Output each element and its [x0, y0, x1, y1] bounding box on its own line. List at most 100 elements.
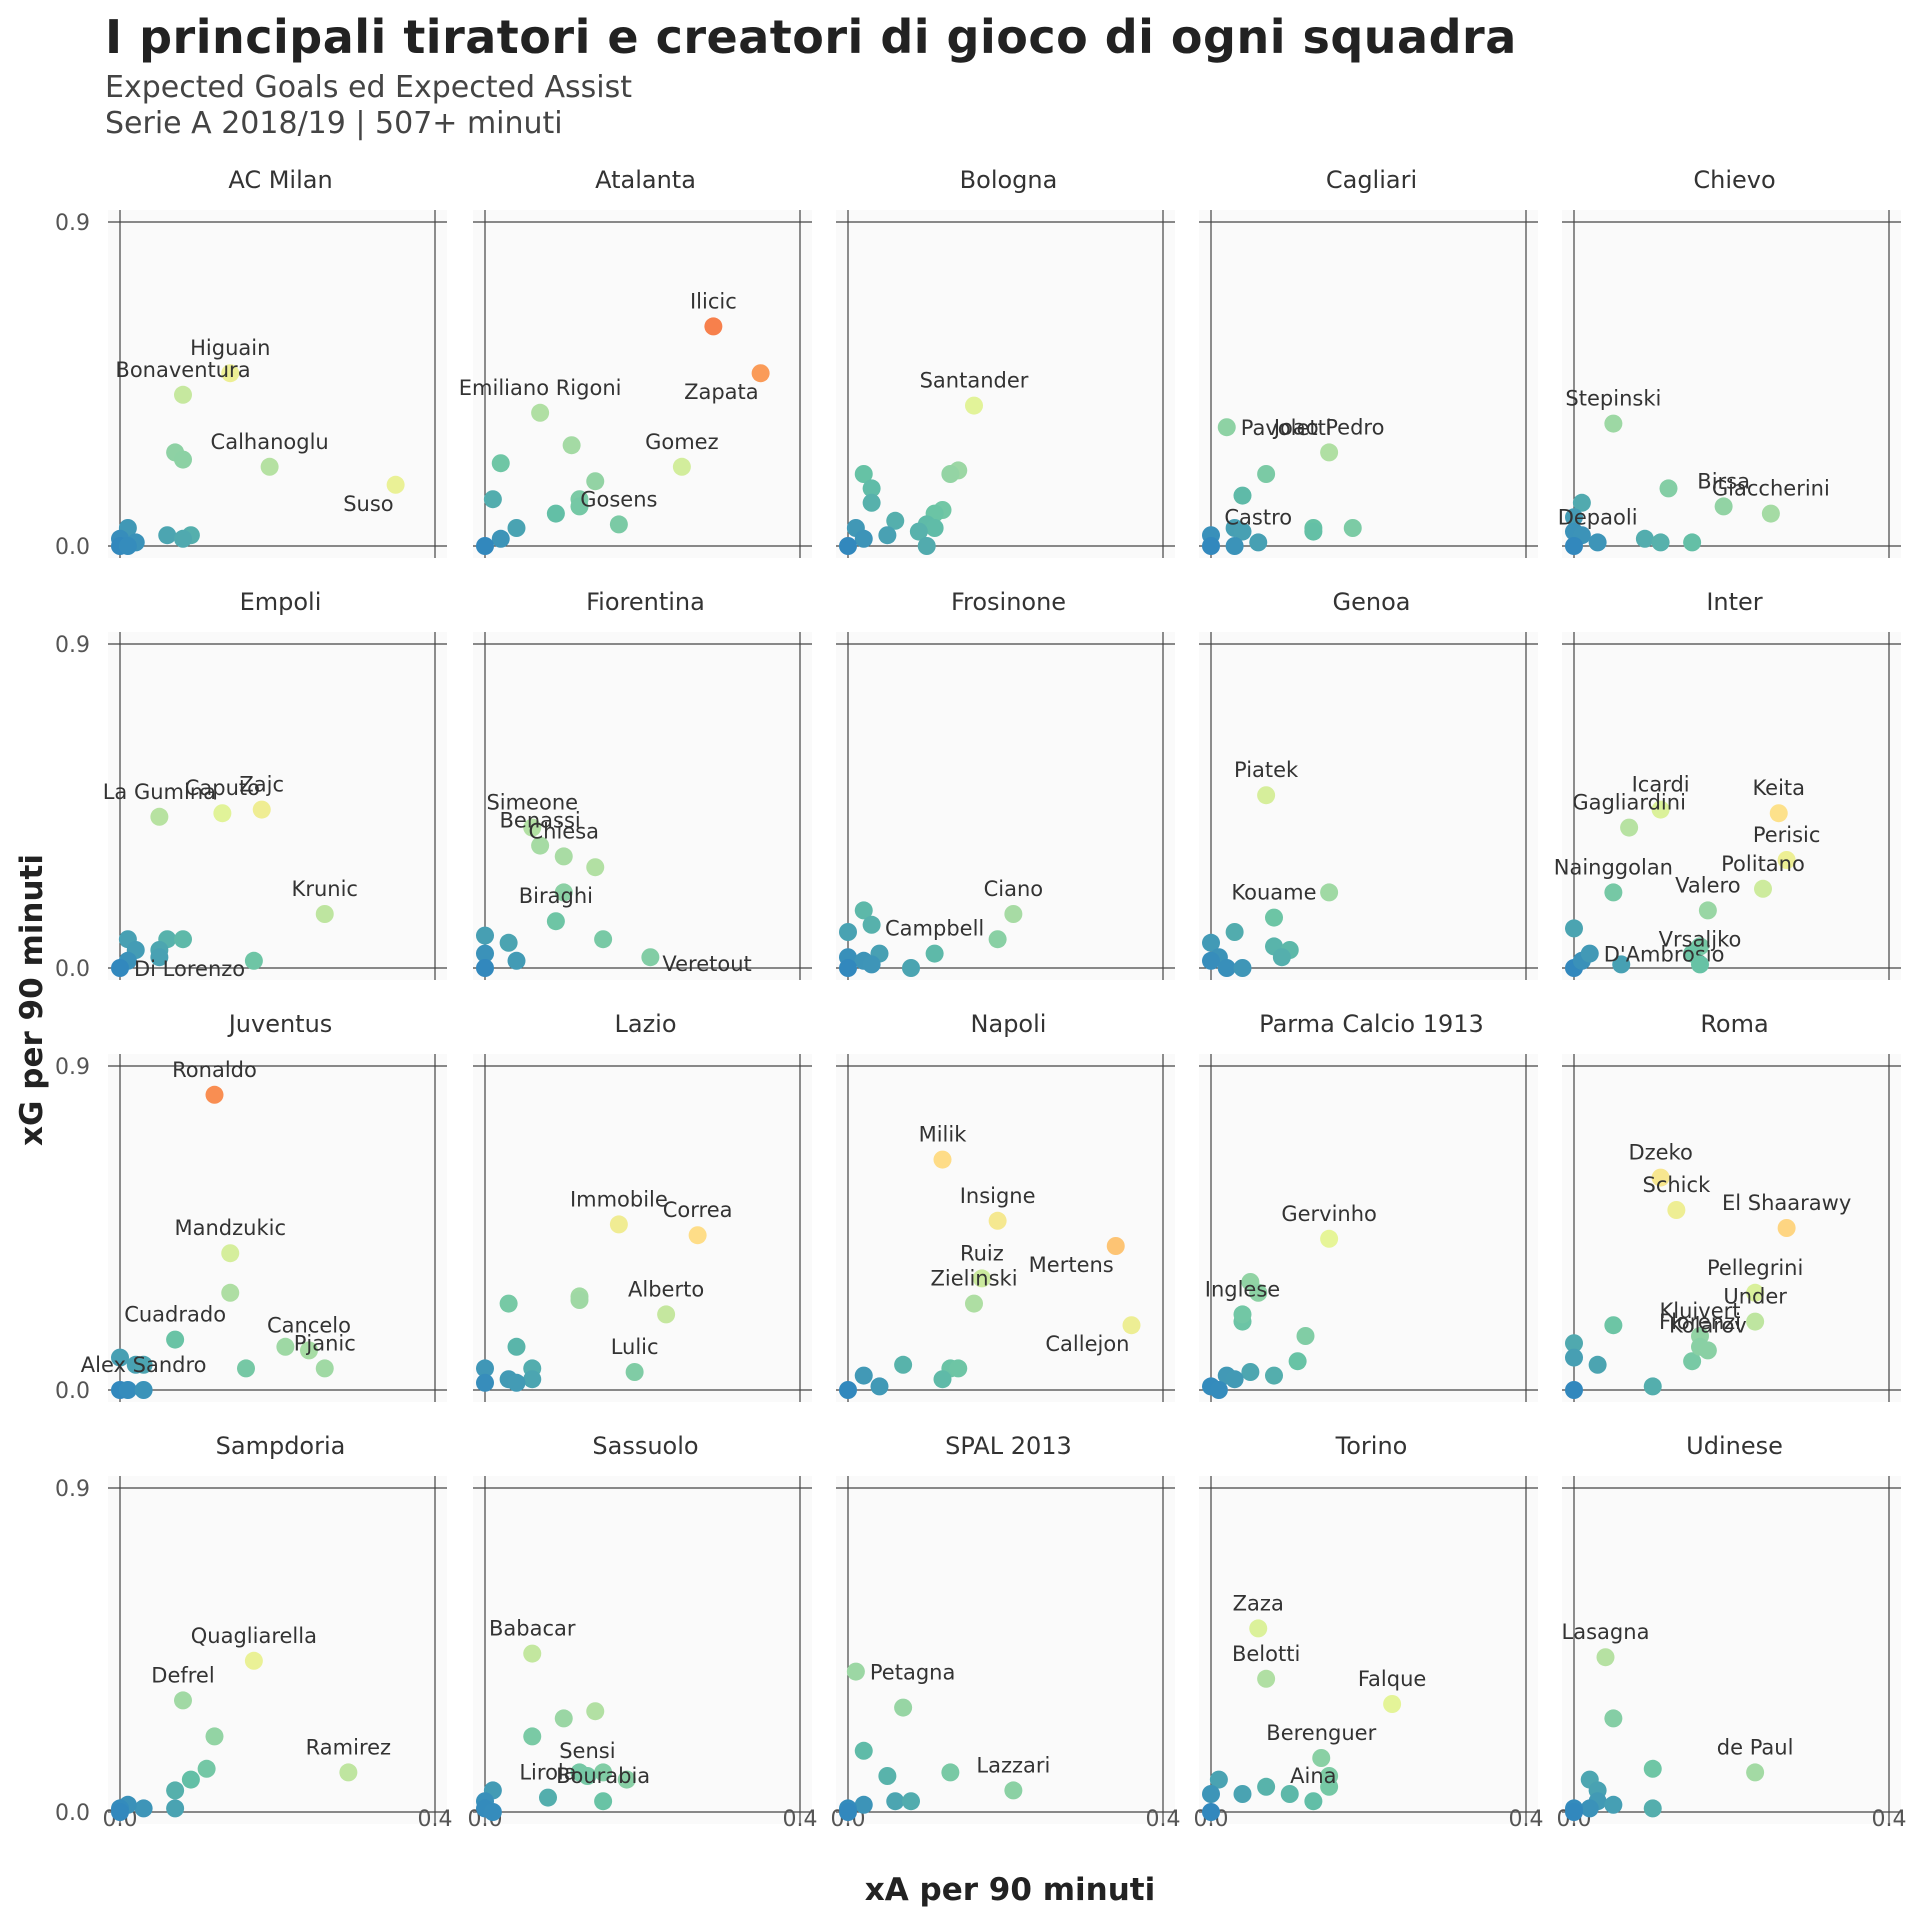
data-point — [925, 519, 944, 537]
data-point — [1683, 1352, 1702, 1371]
data-point — [1698, 1341, 1717, 1360]
chart-subtitle-season: Serie A 2018/19 | 507+ minuti — [105, 106, 563, 141]
data-point — [854, 1795, 873, 1814]
point-label: Babacar — [489, 1617, 576, 1641]
data-point — [205, 1085, 224, 1104]
x-tick-label: 0.4 — [1872, 1807, 1907, 1832]
data-point — [1659, 479, 1678, 498]
point-label: Lirola — [519, 1761, 576, 1785]
point-label: Zielinski — [930, 1267, 1017, 1291]
data-point — [933, 1150, 952, 1169]
data-point — [205, 1727, 224, 1746]
point-label: Icardi — [1632, 773, 1690, 797]
data-point — [617, 1770, 636, 1789]
data-point — [1249, 1283, 1268, 1302]
data-point — [499, 933, 518, 952]
y-tick-label: 0.0 — [55, 1379, 90, 1404]
point-label: Ciano — [984, 877, 1044, 901]
point-label: Aina — [1290, 1764, 1336, 1788]
data-point — [594, 930, 613, 949]
data-point — [839, 923, 857, 941]
data-point — [704, 317, 723, 336]
point-label: Kluivert — [1660, 1299, 1741, 1323]
y-tick-label: 0.0 — [55, 957, 90, 982]
data-point — [846, 1662, 865, 1681]
panel-background — [836, 1476, 1175, 1824]
panel-background — [1199, 210, 1538, 558]
point-label: Biraghi — [519, 884, 593, 908]
data-point — [499, 1294, 518, 1313]
point-label: Valero — [1675, 873, 1740, 897]
data-point — [1604, 1795, 1623, 1814]
point-label: Vrsaljko — [1659, 927, 1742, 951]
point-label: Cancelo — [267, 1313, 351, 1337]
panel-title: Cagliari — [1326, 166, 1417, 194]
point-label: Alex Sandro — [81, 1353, 207, 1377]
point-label: Lasagna — [1562, 1620, 1650, 1644]
data-point — [491, 454, 510, 473]
data-point — [1265, 908, 1283, 927]
panel-title: Roma — [1700, 1010, 1768, 1038]
data-point — [1667, 1201, 1686, 1219]
data-point — [166, 1799, 185, 1818]
data-point — [244, 1651, 263, 1670]
data-point — [158, 526, 177, 545]
point-label: Correa — [663, 1198, 733, 1222]
x-tick-label: 0.4 — [1146, 1807, 1181, 1832]
panel-title: Sassuolo — [592, 1432, 698, 1460]
data-point — [1320, 443, 1339, 462]
point-label: Gomez — [645, 430, 719, 454]
data-point — [174, 930, 192, 949]
data-point — [1746, 1312, 1765, 1331]
data-point — [134, 1799, 153, 1818]
data-point — [118, 1381, 137, 1399]
panel-title: Lazio — [614, 1010, 676, 1038]
point-label: Pellegrini — [1707, 1256, 1803, 1280]
data-point — [609, 1215, 628, 1234]
data-point — [134, 1355, 153, 1374]
data-point — [586, 472, 605, 491]
data-point — [523, 1644, 542, 1663]
point-label: Zapata — [684, 380, 759, 404]
data-point — [854, 465, 873, 483]
data-point — [386, 475, 405, 494]
y-tick-label: 0.0 — [55, 535, 90, 560]
point-label: Kolarov — [1669, 1313, 1747, 1337]
point-label: Gosens — [580, 487, 657, 511]
data-point — [1217, 959, 1236, 977]
point-label: Di Lorenzo — [134, 957, 245, 981]
panel-background — [1562, 1054, 1901, 1402]
point-label: Immobile — [570, 1187, 668, 1211]
data-point — [854, 529, 873, 548]
data-point — [870, 1377, 889, 1396]
data-point — [1257, 465, 1276, 483]
data-point — [1202, 933, 1220, 952]
y-axis-title: xG per 90 minuti — [14, 854, 50, 1146]
data-point — [965, 396, 983, 415]
point-label: Suso — [343, 492, 393, 516]
data-point — [1651, 533, 1670, 552]
point-label: El Shaarawy — [1722, 1191, 1851, 1215]
data-point — [1304, 522, 1323, 541]
data-point — [578, 1767, 597, 1785]
point-label: Pjanic — [294, 1331, 356, 1355]
panel-title: Frosinone — [951, 588, 1066, 616]
data-point — [1225, 537, 1244, 555]
point-label: Under — [1723, 1285, 1787, 1309]
data-point — [1004, 1781, 1023, 1800]
data-point — [554, 847, 573, 866]
point-label: Falque — [1358, 1667, 1426, 1691]
panel-background — [1199, 1054, 1538, 1402]
data-point — [1225, 923, 1244, 941]
point-label: Mandzukic — [174, 1216, 286, 1240]
panel-background — [836, 210, 1175, 558]
data-point — [1777, 851, 1796, 869]
data-point — [1004, 905, 1023, 923]
point-label: Petagna — [870, 1661, 955, 1685]
data-point — [476, 959, 494, 977]
point-label: Pavoletti — [1241, 416, 1332, 440]
point-label: Callejon — [1045, 1332, 1129, 1356]
point-label: Zaza — [1233, 1591, 1284, 1615]
chart-subtitle: Expected Goals ed Expected Assist — [105, 70, 633, 105]
